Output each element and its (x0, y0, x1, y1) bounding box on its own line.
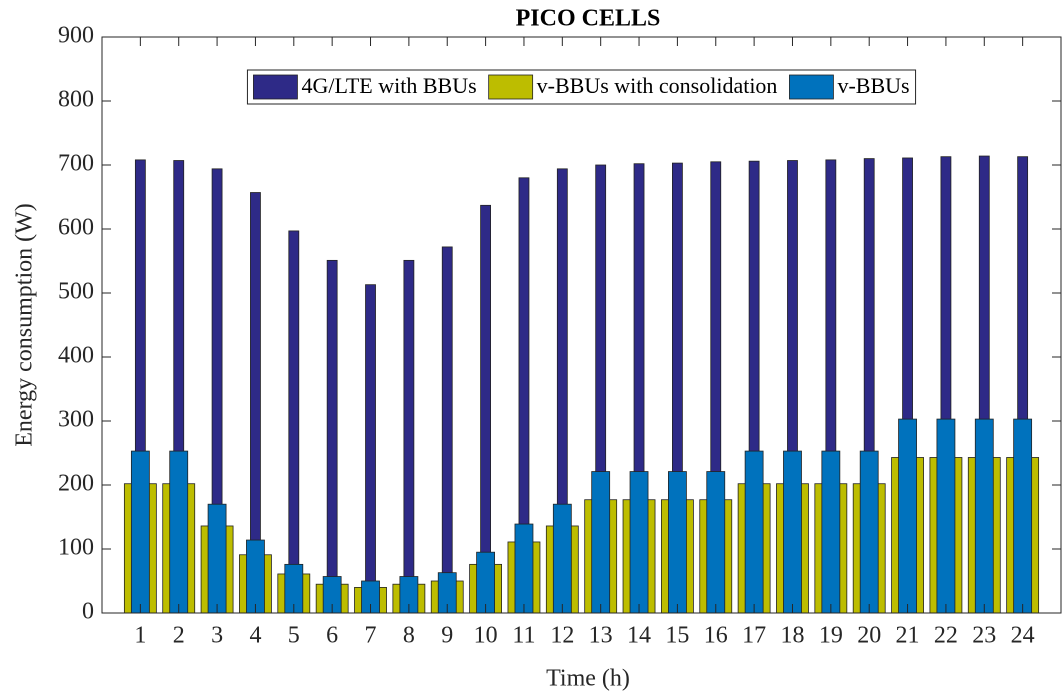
x-tick-label: 4 (249, 623, 261, 649)
bar (552, 503, 572, 614)
x-tick-label: 7 (365, 623, 377, 649)
x-tick-label: 1 (134, 623, 146, 649)
x-tick-label: 23 (972, 623, 996, 649)
x-tick-label: 15 (665, 623, 689, 649)
bar (326, 259, 338, 614)
x-axis-label: Time (h) (546, 666, 630, 692)
bar (974, 418, 994, 614)
bar (514, 523, 534, 614)
x-tick-label: 10 (474, 623, 498, 649)
bar (821, 450, 841, 614)
y-tick-label: 500 (58, 279, 94, 305)
legend-swatch (789, 74, 834, 100)
bar (783, 450, 802, 614)
bar (365, 284, 376, 614)
bar (744, 450, 764, 614)
x-tick-label: 6 (326, 623, 338, 649)
bar (207, 503, 227, 614)
x-tick-label: 19 (819, 623, 843, 649)
x-tick-label: 16 (704, 623, 728, 649)
x-tick-label: 18 (780, 623, 804, 649)
legend-swatch (253, 74, 298, 100)
y-tick-label: 900 (58, 23, 94, 49)
bar (668, 471, 687, 614)
x-tick-label: 2 (173, 623, 185, 649)
x-tick-label: 22 (934, 623, 958, 649)
x-tick-label: 20 (857, 623, 881, 649)
y-tick-label: 800 (58, 87, 94, 113)
y-tick-label: 200 (58, 471, 94, 497)
x-tick-label: 17 (742, 623, 766, 649)
plot-frame (101, 36, 1062, 614)
bar (706, 471, 726, 614)
x-tick-label: 8 (403, 623, 415, 649)
x-tick-label: 11 (512, 623, 535, 649)
x-tick-label: 21 (896, 623, 920, 649)
legend-label: 4G/LTE with BBUs (301, 73, 476, 98)
y-tick-label: 700 (58, 151, 94, 177)
legend-label: v-BBUs (837, 73, 909, 98)
bar (591, 471, 611, 614)
bar (629, 471, 649, 614)
bar (130, 450, 150, 614)
bar (246, 539, 265, 614)
x-tick-label: 12 (550, 623, 574, 649)
x-tick-label: 3 (211, 623, 223, 649)
bar (936, 418, 956, 614)
x-tick-label: 14 (627, 623, 651, 649)
bar (859, 450, 879, 614)
bar (441, 246, 453, 614)
y-tick-label: 400 (58, 343, 94, 369)
legend-label: v-BBUs with consolidation (537, 73, 778, 98)
bar (476, 551, 496, 614)
legend: 4G/LTE with BBUs v-BBUs with consolidatio… (246, 69, 917, 105)
bar (169, 450, 189, 614)
y-tick-label: 600 (58, 215, 94, 241)
y-tick-label: 300 (58, 407, 94, 433)
bar (1013, 418, 1033, 614)
y-tick-label: 0 (82, 599, 94, 625)
x-tick-label: 24 (1011, 623, 1035, 649)
y-tick-label: 100 (58, 535, 94, 561)
legend-swatch (488, 74, 534, 100)
x-tick-label: 13 (589, 623, 613, 649)
y-axis-label: Energy consumption (W) (12, 203, 38, 447)
bar (288, 230, 300, 614)
x-tick-label: 9 (441, 623, 453, 649)
x-tick-label: 5 (288, 623, 300, 649)
chart-title: PICO CELLS (516, 6, 661, 32)
bar (403, 259, 415, 614)
bar (898, 418, 917, 614)
